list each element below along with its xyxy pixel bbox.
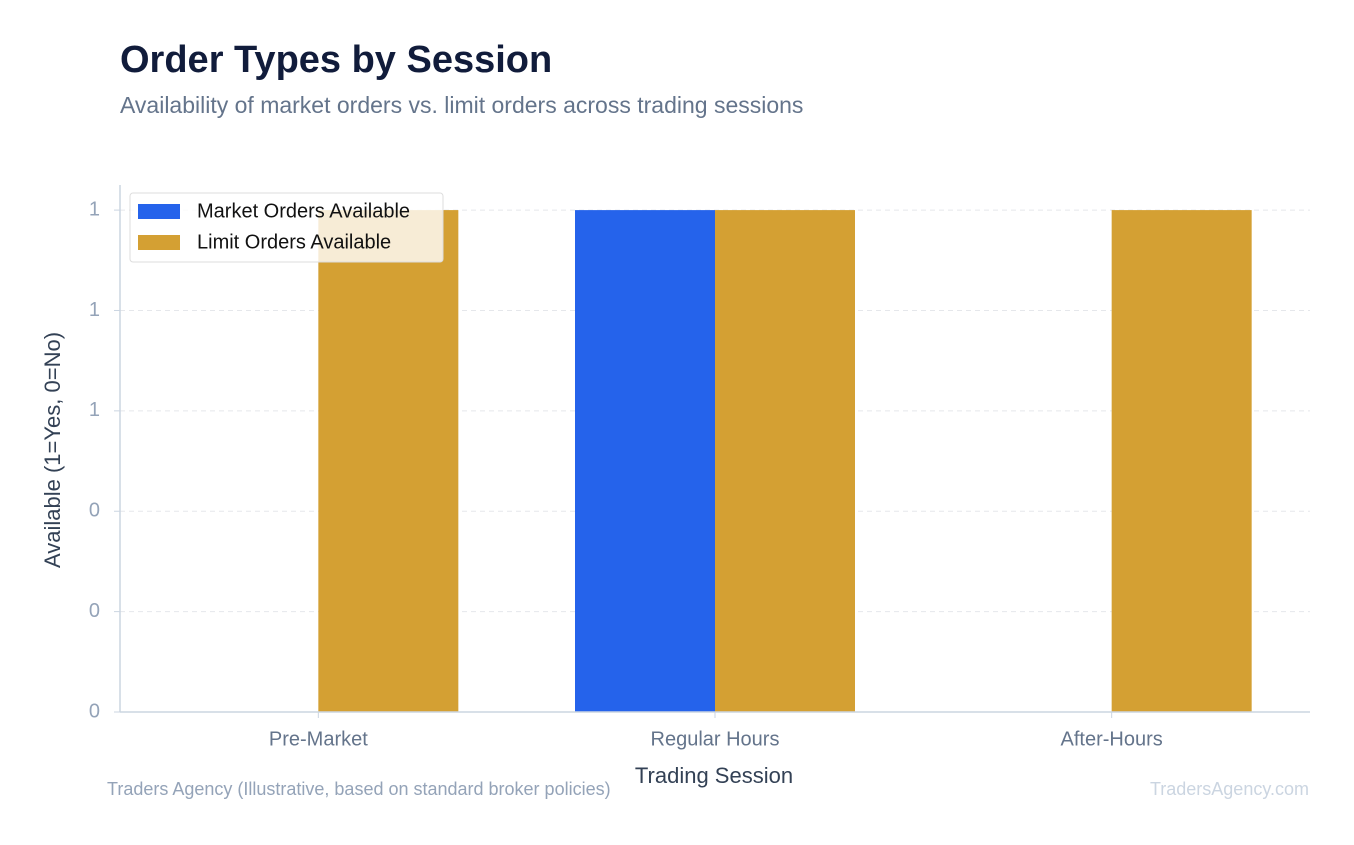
legend: Market Orders Available Limit Orders Avai… [129,192,444,263]
bar [575,210,715,712]
x-tick-label: After-Hours [1061,728,1163,750]
y-tick-label: 0 [89,600,100,622]
y-tick-label: 1 [89,299,100,321]
y-tick-label: 1 [89,399,100,421]
legend-swatch [138,235,180,250]
legend-label: Limit Orders Available [197,231,391,253]
chart-subtitle: Availability of market orders vs. limit … [120,92,803,118]
watermark: TradersAgency.com [1150,779,1309,799]
x-tick-label: Pre-Market [269,728,368,750]
bar [715,210,855,712]
chart-title: Order Types by Session [120,39,552,81]
bar [318,210,459,712]
legend-label: Market Orders Available [197,200,410,222]
source-note: Traders Agency (Illustrative, based on s… [107,779,611,799]
y-axis-label: Available (1=Yes, 0=No) [40,332,65,568]
y-tick-label: 0 [89,500,100,522]
y-tick-label: 1 [89,198,100,220]
bar [1111,210,1252,712]
legend-swatch [138,204,180,219]
legend-box [129,192,444,263]
y-tick-label: 0 [89,700,100,722]
x-axis-label: Trading Session [635,763,793,788]
x-tick-label: Regular Hours [651,728,780,750]
